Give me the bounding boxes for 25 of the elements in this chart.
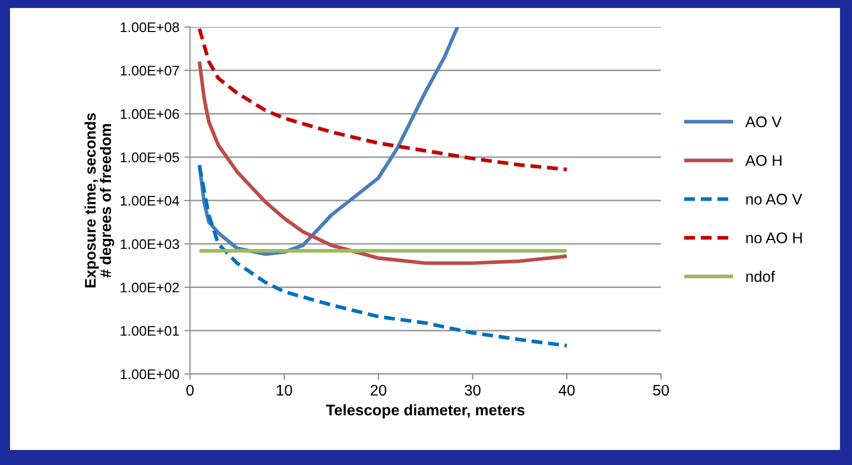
y-tick-label: 1.00E+01 [120, 326, 179, 336]
line-series [198, 27, 569, 172]
legend-label: AO V [745, 116, 782, 128]
x-tick-label: 10 [276, 384, 292, 396]
y-tick-label: 1.00E+07 [120, 66, 179, 76]
y-tick-label: 1.00E+06 [120, 109, 179, 119]
legend-label: AO H [745, 155, 782, 166]
y-tick-label: 1.00E+05 [120, 152, 180, 162]
x-tick-label: 20 [370, 384, 386, 396]
y-tick-label: 1.00E+00 [120, 369, 180, 380]
line-series [198, 164, 569, 348]
y-tick-label: 1.00E+03 [120, 239, 179, 250]
x-tick-label: 30 [464, 384, 480, 396]
y-tick-label: 1.00E+08 [120, 22, 179, 32]
x-axis-title: Telescope diameter, meters [326, 404, 525, 418]
y-tick-label: 1.00E+02 [120, 282, 179, 292]
x-tick-label: 50 [653, 384, 669, 396]
x-tick-label: 0 [186, 384, 194, 396]
legend-label: no AO H [746, 232, 802, 244]
line-series [198, 60, 569, 265]
x-tick-label: 40 [558, 384, 575, 396]
legend-label: no AO V [746, 194, 802, 205]
y-axis-title: Exposure time, seconds # degrees of freedom [84, 113, 114, 288]
legend-label: ndof [746, 270, 776, 282]
y-tick-label: 1.00E+04 [120, 196, 180, 206]
